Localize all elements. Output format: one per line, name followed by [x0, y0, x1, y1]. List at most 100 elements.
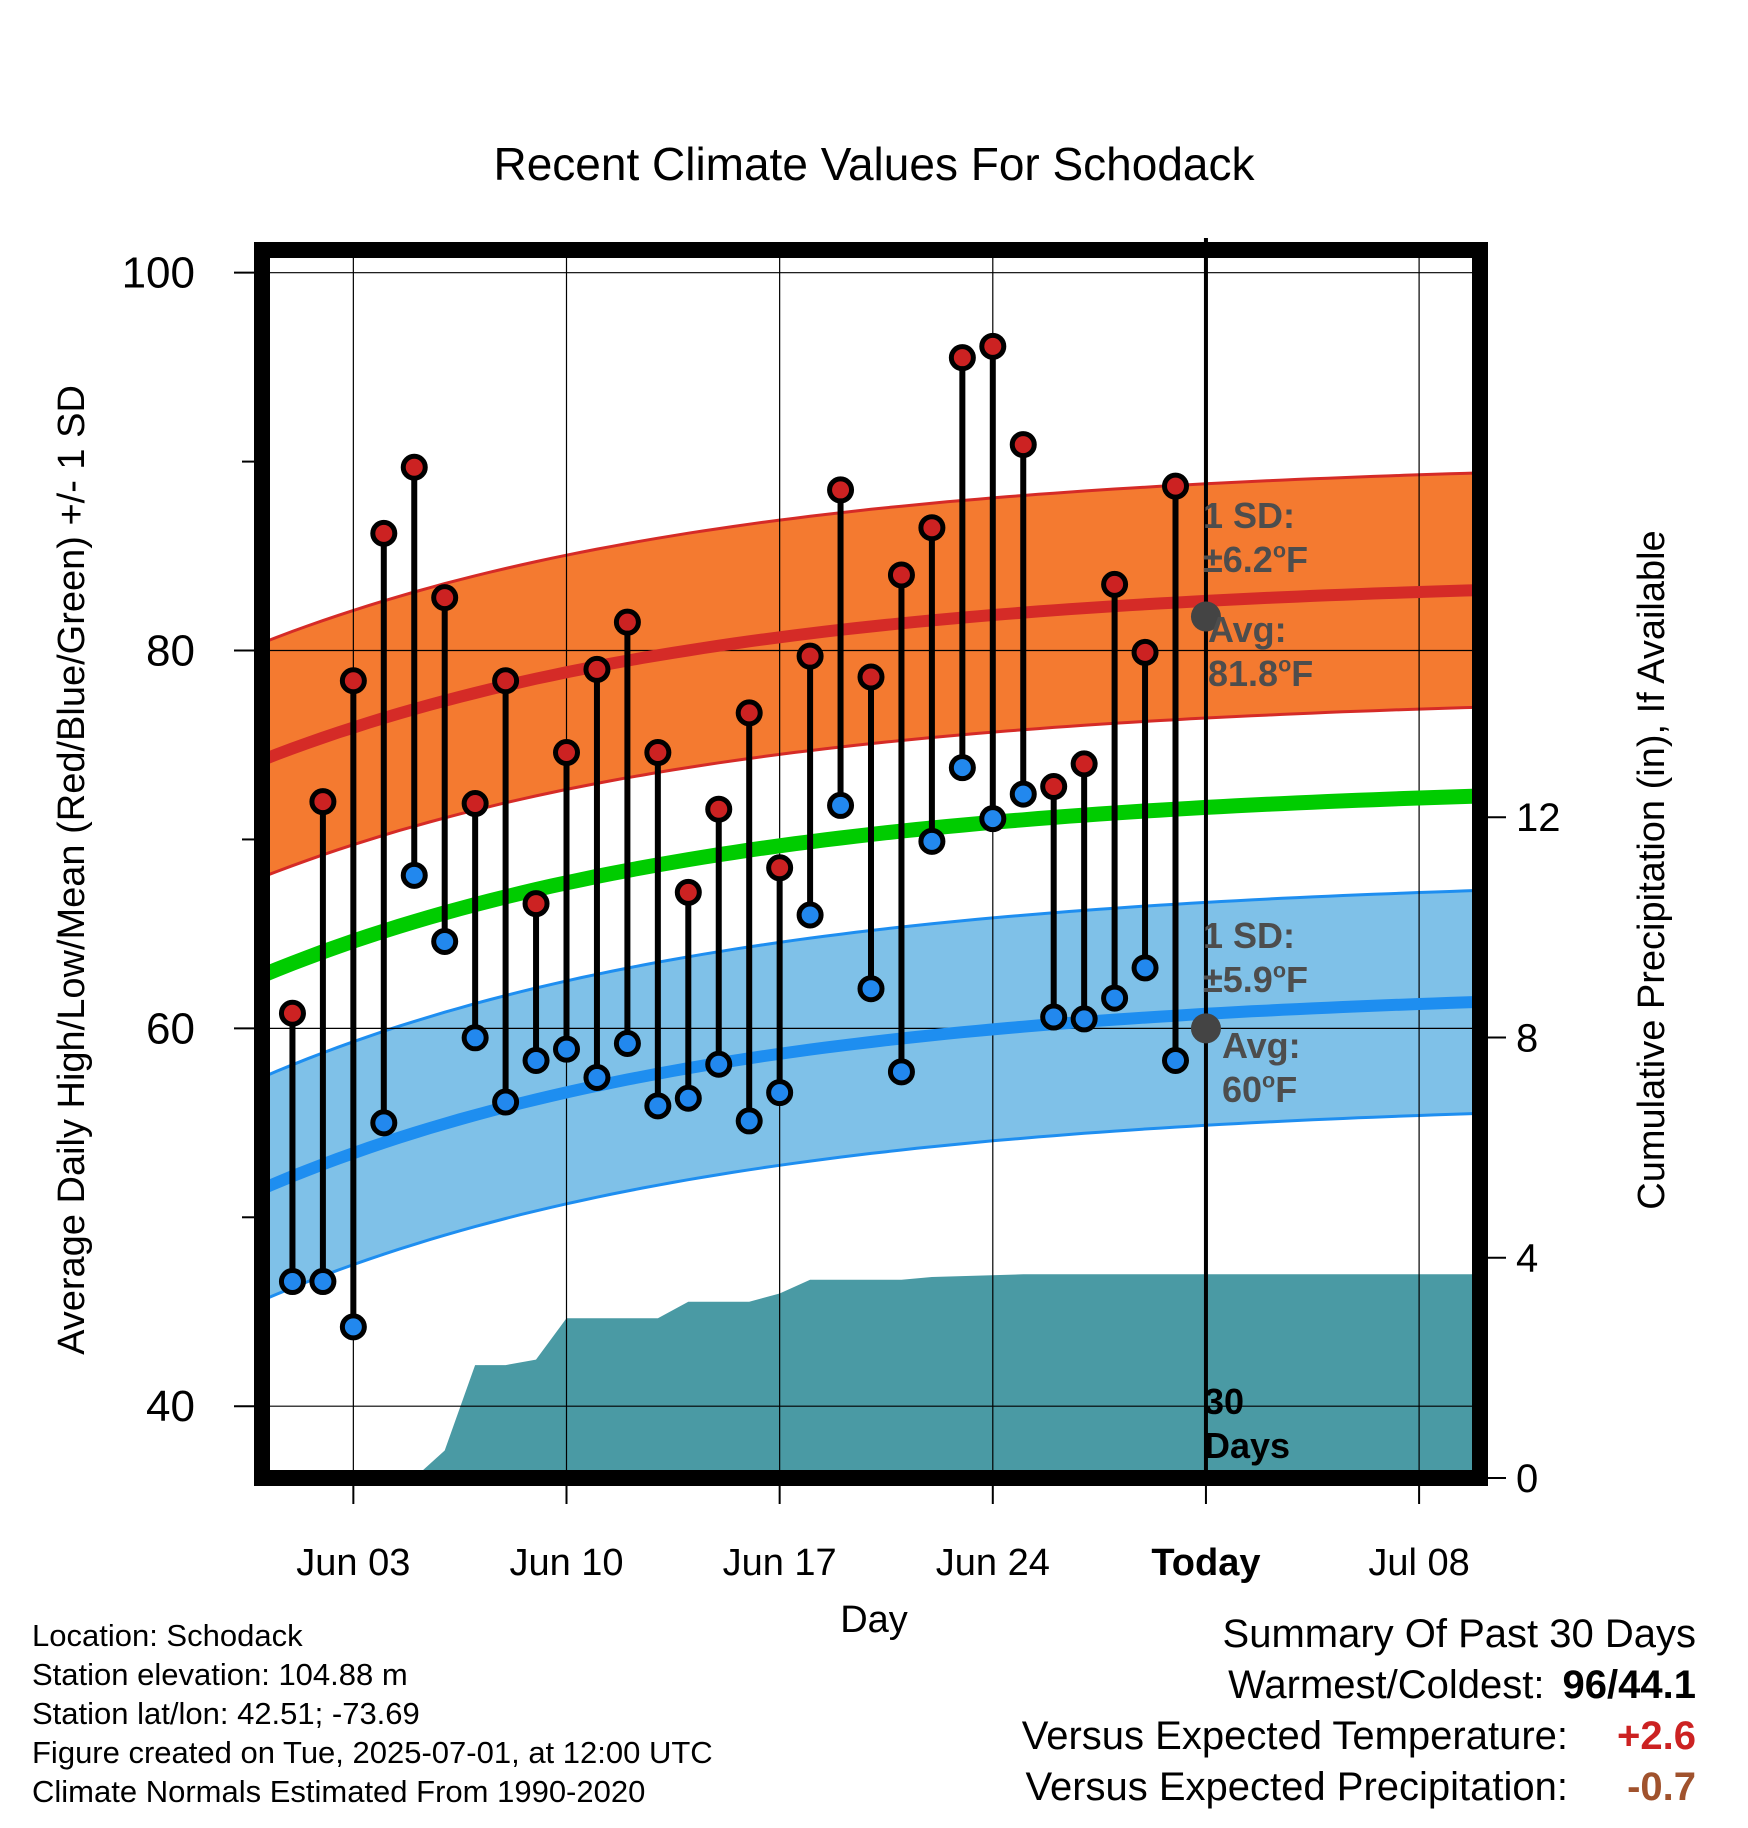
daily-low-point	[583, 1063, 611, 1091]
daily-low-point	[492, 1088, 520, 1116]
elevation-text: Station elevation: 104.88 m	[32, 1657, 408, 1692]
daily-high-point	[278, 999, 306, 1027]
low-sd-text: ±5.9oF	[1203, 958, 1308, 1000]
low-avg-marker	[1190, 1013, 1221, 1044]
daily-high-point	[431, 584, 459, 612]
x-tick-label: Jul 08	[1368, 1542, 1469, 1584]
low-avg-text-unit: F	[1275, 1069, 1297, 1110]
high-sd-text-value: ±6.2	[1203, 539, 1273, 580]
low-sd-text-unit: F	[1286, 959, 1308, 1000]
y2-tick-label: 0	[1516, 1457, 1538, 1501]
coldest-value: 44.1	[1618, 1663, 1696, 1707]
warmest-coldest-value: 96/44.1	[1563, 1663, 1696, 1708]
daily-high-point	[583, 655, 611, 683]
high-avg-text-unit: F	[1291, 653, 1313, 694]
daily-high-point	[674, 878, 702, 906]
daily-low-point	[674, 1084, 702, 1112]
station-info: Location: Schodack Station elevation: 10…	[32, 1616, 713, 1811]
daily-high-point	[370, 519, 398, 547]
daily-low-point	[887, 1058, 915, 1086]
high-sd-text-unit: F	[1286, 539, 1308, 580]
y2-tick-label: 8	[1516, 1016, 1538, 1060]
high-sd-text-degree: o	[1273, 538, 1286, 563]
daily-high-point	[857, 663, 885, 691]
chart-title: Recent Climate Values For Schodack	[493, 138, 1255, 190]
low-sd-text-degree: o	[1273, 958, 1286, 983]
y-tick-label: 80	[146, 627, 195, 676]
daily-high-point	[339, 667, 367, 695]
x-tick-label: Jun 10	[509, 1542, 623, 1584]
location-text: Location: Schodack	[32, 1618, 303, 1653]
daily-high-point	[827, 476, 855, 504]
y2-axis-label: Cumulative Precipitation (in), If Availa…	[1631, 530, 1673, 1209]
daily-low-point	[1070, 1005, 1098, 1033]
daily-low-point	[278, 1268, 306, 1296]
normal-low-line	[259, 995, 1481, 1195]
y2-tick-label: 12	[1516, 796, 1561, 840]
daily-low-point	[400, 861, 428, 889]
daily-high-point	[492, 667, 520, 695]
daily-high-point	[1009, 431, 1037, 459]
daily-low-point	[613, 1029, 641, 1057]
daily-low-point	[1009, 780, 1037, 808]
daily-low-point	[522, 1046, 550, 1074]
window-days-number: 30	[1204, 1381, 1244, 1422]
daily-high-point	[1162, 472, 1189, 500]
x-axis-label: Day	[840, 1599, 908, 1641]
daily-high-point	[1040, 773, 1068, 801]
daily-high-point	[400, 453, 428, 481]
daily-high-point	[613, 608, 641, 636]
window-days-label: Days	[1204, 1425, 1290, 1466]
daily-high-point	[766, 854, 794, 882]
normal-high-line	[259, 584, 1481, 766]
daily-low-point	[827, 791, 855, 819]
low-avg-text-degree: o	[1262, 1068, 1275, 1093]
low-sd-lower-edge	[261, 1111, 1481, 1302]
y-tick-label: 40	[146, 1382, 195, 1431]
summary-panel: Summary Of Past 30 Days Warmest/Coldest:…	[796, 1612, 1696, 1816]
daily-high-point	[918, 514, 946, 542]
daily-low-point	[918, 827, 946, 855]
temp-departure-value: +2.6	[1617, 1714, 1696, 1758]
precip-departure-value: -0.7	[1627, 1765, 1696, 1809]
daily-low-point	[339, 1313, 367, 1341]
x-tick-label: Jun 03	[296, 1542, 410, 1584]
daily-high-point	[644, 739, 672, 767]
x-tick-label: Today	[1151, 1542, 1260, 1584]
high-sd-upper-edge	[261, 471, 1481, 645]
daily-low-point	[948, 754, 976, 782]
daily-high-point	[522, 890, 550, 918]
daily-high-point	[1131, 638, 1159, 666]
daily-low-point	[1101, 984, 1129, 1012]
y-tick-label: 100	[122, 249, 195, 298]
latlon-text: Station lat/lon: 42.51; -73.69	[32, 1696, 420, 1731]
daily-low-point	[705, 1050, 733, 1078]
low-avg-text: 60oF	[1222, 1068, 1297, 1110]
cumulative-precip-area	[414, 1274, 1480, 1478]
daily-high-point	[461, 790, 489, 818]
daily-high-point	[948, 344, 976, 372]
daily-high-point	[979, 332, 1007, 360]
normals-text: Climate Normals Estimated From 1990-2020	[32, 1774, 646, 1809]
daily-low-point	[1131, 954, 1159, 982]
low-sd-text-value: ±5.9	[1203, 959, 1273, 1000]
high-avg-marker	[1190, 601, 1221, 632]
daily-low-point	[309, 1268, 337, 1296]
daily-high-point	[553, 739, 580, 767]
daily-low-point	[1040, 1003, 1068, 1031]
high-avg-label: Avg:	[1208, 609, 1287, 650]
high-sd-text: ±6.2oF	[1203, 538, 1308, 580]
daily-low-point	[735, 1107, 763, 1135]
daily-low-point	[766, 1079, 794, 1107]
y-axis-label: Average Daily High/Low/Mean (Red/Blue/Gr…	[51, 385, 93, 1355]
daily-low-point	[370, 1109, 398, 1137]
created-text: Figure created on Tue, 2025-07-01, at 12…	[32, 1735, 713, 1770]
high-avg-text: 81.8oF	[1208, 652, 1313, 694]
daily-high-point	[796, 642, 824, 670]
daily-high-point	[705, 795, 733, 823]
daily-high-point	[1070, 750, 1098, 778]
warmest-value: 96	[1562, 1663, 1608, 1707]
daily-high-point	[887, 561, 915, 589]
x-tick-label: Jun 24	[936, 1542, 1050, 1584]
